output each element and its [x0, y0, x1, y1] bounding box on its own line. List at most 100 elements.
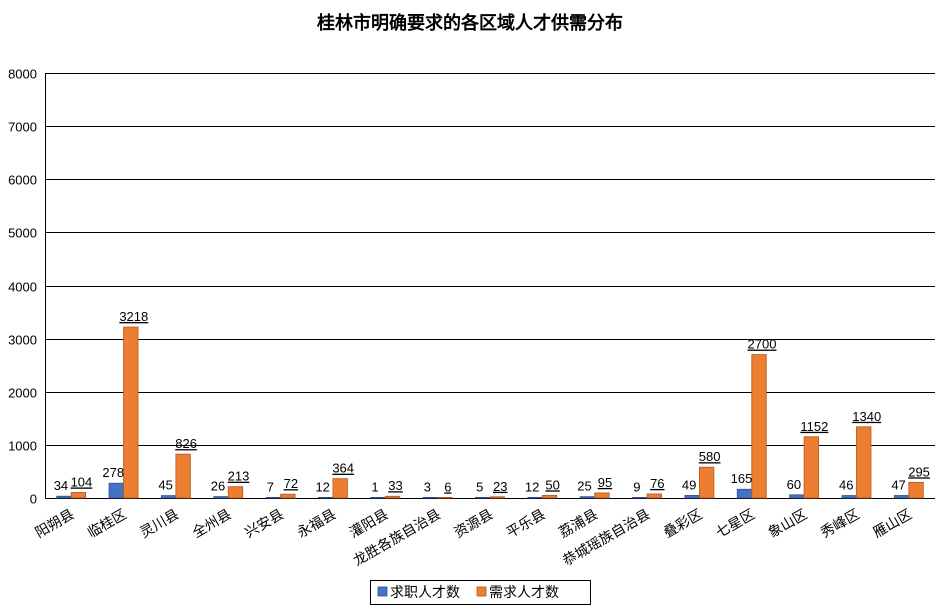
- bar-jobseekers: [893, 495, 910, 499]
- bar-jobseekers: [579, 496, 596, 499]
- data-label-demand: 23: [493, 479, 507, 494]
- data-label-demand: 95: [598, 475, 612, 490]
- data-label-demand: 1152: [800, 419, 828, 434]
- data-label-jobseekers: 7: [267, 479, 274, 494]
- data-label-jobseekers: 60: [787, 477, 801, 492]
- bar-jobseekers: [108, 482, 124, 499]
- bar-jobseekers: [160, 495, 177, 499]
- x-tick-label: 永福县: [295, 507, 339, 542]
- data-label-demand: 76: [650, 476, 664, 491]
- data-label-demand: 295: [908, 464, 930, 479]
- bar-demand: [332, 478, 348, 499]
- data-label-jobseekers: 25: [577, 479, 591, 494]
- y-axis-tick-labels: 0 1000 2000 3000 4000 5000 6000 7000 8000: [8, 67, 37, 507]
- x-tick-label: 临桂区: [85, 507, 129, 542]
- legend: 求职人才数 需求人才数: [370, 580, 591, 605]
- data-label-jobseekers: 46: [839, 478, 853, 493]
- y-tick-label: 6000: [8, 173, 37, 188]
- data-label-demand: 6: [444, 479, 451, 494]
- x-tick-label: 雁山区: [870, 507, 914, 542]
- bar-demand: [646, 493, 662, 499]
- bar-demand: [489, 496, 505, 499]
- data-label-jobseekers: 12: [315, 479, 329, 494]
- bar-demand: [384, 495, 401, 499]
- x-tick-label: 阳朔县: [33, 507, 77, 542]
- data-label-demand: 580: [699, 449, 721, 464]
- data-label-jobseekers: 278: [102, 465, 124, 480]
- data-label-jobseekers: 3: [424, 479, 431, 494]
- bars: [56, 326, 924, 499]
- x-tick-label: 象山区: [766, 507, 810, 542]
- bar-jobseekers: [789, 494, 805, 499]
- data-label-demand: 213: [228, 469, 250, 484]
- bar-demand: [541, 494, 558, 499]
- x-tick-label: 兴安县: [242, 507, 286, 542]
- bar-demand: [803, 436, 820, 499]
- data-label-demand: 33: [388, 478, 402, 493]
- data-label-demand: 72: [284, 476, 298, 491]
- x-tick-label: 资源县: [452, 507, 496, 542]
- bar-demand: [70, 492, 87, 499]
- legend-label-demand: 需求人才数: [489, 585, 559, 601]
- y-tick-label: 7000: [8, 120, 37, 135]
- y-tick-label: 3000: [8, 333, 37, 348]
- data-label-jobseekers: 26: [211, 479, 225, 494]
- y-tick-label: 2000: [8, 386, 37, 401]
- legend-swatch-jobseekers: [377, 586, 388, 597]
- data-label-jobseekers: 1: [371, 479, 378, 494]
- x-tick-label: 七星区: [713, 507, 757, 542]
- gridlines: [45, 73, 935, 499]
- bar-jobseekers: [684, 494, 700, 499]
- y-tick-label: 1000: [8, 439, 37, 454]
- x-tick-label: 恭城瑶族自治县: [560, 507, 653, 570]
- data-label-jobseekers: 45: [158, 478, 172, 493]
- bar-jobseekers: [736, 488, 753, 499]
- data-label-jobseekers: 49: [682, 477, 696, 492]
- bar-demand: [699, 466, 715, 499]
- data-label-demand: 3218: [119, 309, 148, 324]
- bar-demand: [280, 493, 296, 499]
- data-label-jobseekers: 12: [525, 479, 539, 494]
- data-label-demand: 364: [332, 461, 354, 476]
- bar-jobseekers: [422, 496, 439, 499]
- data-label-jobseekers: 47: [891, 478, 905, 493]
- legend-label-jobseekers: 求职人才数: [390, 585, 460, 601]
- bar-jobseekers: [841, 495, 857, 499]
- bar-demand: [175, 453, 191, 499]
- x-tick-label: 秀峰区: [818, 507, 862, 542]
- data-label-jobseekers: 34: [54, 478, 68, 493]
- legend-swatch-demand: [476, 586, 487, 597]
- y-tick-label: 4000: [8, 280, 37, 295]
- bar-jobseekers: [527, 496, 543, 499]
- data-label-jobseekers: 9: [633, 479, 640, 494]
- x-tick-label: 叠彩区: [661, 507, 705, 542]
- x-tick-label: 灵川县: [138, 507, 182, 542]
- bar-jobseekers: [475, 496, 491, 499]
- bar-demand: [751, 354, 767, 499]
- x-tick-label: 龙胜各族自治县: [351, 507, 444, 570]
- bar-jobseekers: [213, 496, 229, 499]
- bar-demand: [437, 496, 453, 499]
- bar-demand: [123, 326, 139, 499]
- data-label-demand: 1340: [852, 409, 881, 424]
- data-label-jobseekers: 5: [476, 479, 483, 494]
- data-label-demand: 104: [71, 474, 93, 489]
- x-tick-label: 全州县: [189, 506, 234, 542]
- bar-demand: [908, 481, 924, 499]
- data-label-jobseekers: 165: [731, 471, 753, 486]
- y-tick-label: 5000: [8, 226, 37, 241]
- bar-demand: [227, 486, 244, 499]
- bar-jobseekers: [56, 495, 72, 499]
- bar-jobseekers: [370, 496, 386, 499]
- bar-demand: [856, 426, 872, 499]
- y-tick-label: 0: [30, 492, 37, 507]
- bar-jobseekers: [318, 496, 334, 499]
- chart-title: 桂林市明确要求的各区域人才供需分布: [316, 12, 623, 34]
- bar-demand: [594, 492, 610, 499]
- x-tick-label: 平乐县: [504, 507, 548, 542]
- data-label-demand: 826: [175, 436, 197, 451]
- bar-jobseekers: [632, 496, 648, 499]
